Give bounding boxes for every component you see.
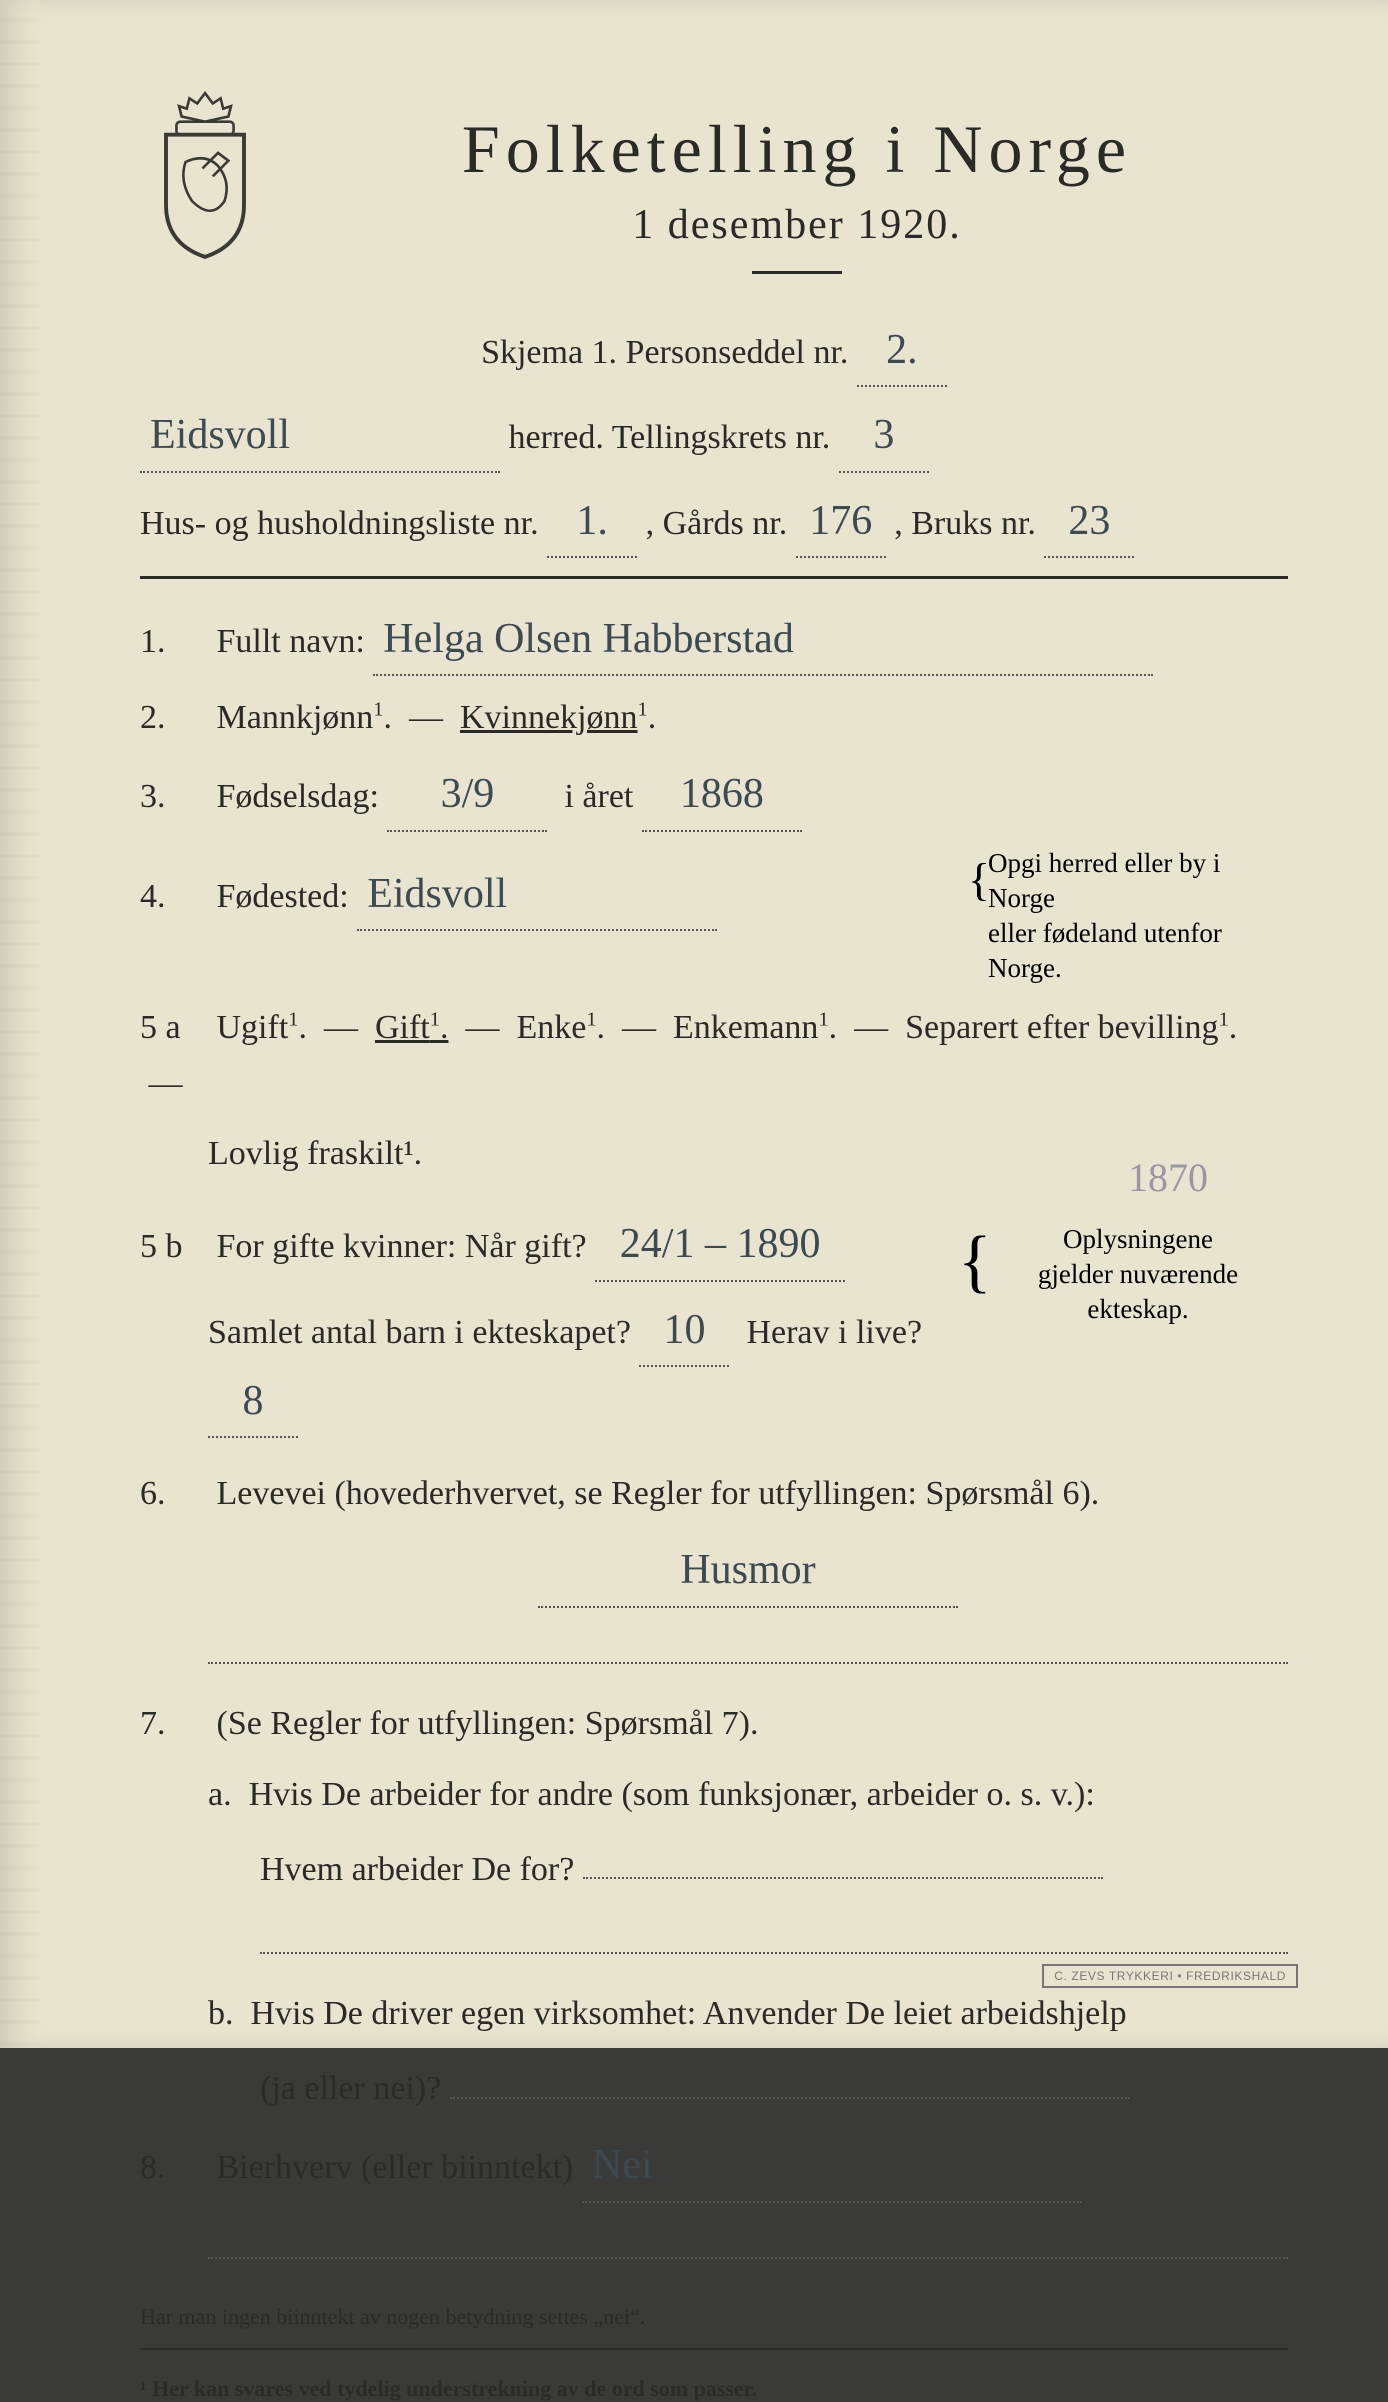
q1-label: Fullt navn: <box>217 623 365 660</box>
q6-value-line: Husmor <box>140 1536 1288 1607</box>
q7b-line: b. Hvis De driver egen virksomhet: Anven… <box>140 1986 1288 2042</box>
census-form-page: Folketelling i Norge 1 desember 1920. Sk… <box>0 0 1388 2048</box>
q5b-barn: 10 <box>639 1296 729 1367</box>
husliste-label: Hus- og husholdningsliste nr. <box>140 505 539 542</box>
q3-year-label: i året <box>564 778 633 815</box>
printer-stamp: C. ZEVS TRYKKERI • FREDRIKSHALD <box>1042 1964 1298 1988</box>
q5b-note1: Oplysningene <box>1063 1224 1213 1254</box>
q4-note1: Opgi herred eller by i Norge <box>988 848 1220 913</box>
section-divider <box>140 576 1288 579</box>
footnote-1: Har man ingen biinntekt av nogen betydni… <box>140 2304 1288 2330</box>
q5a-num: 5 a <box>140 1000 208 1056</box>
footer-divider <box>140 2348 1288 2350</box>
gards-nr: 176 <box>796 487 886 558</box>
title-block: Folketelling i Norge 1 desember 1920. <box>306 80 1288 302</box>
gards-label: , Gårds nr. <box>646 505 788 542</box>
q8-blank <box>140 2217 1288 2278</box>
footnote-2: ¹ Her kan svares ved tydelig understrekn… <box>140 2376 1288 2402</box>
q1-value: Helga Olsen Habberstad <box>373 605 1153 676</box>
q4-row: 4. Fødested: Eidsvoll { Opgi herred elle… <box>140 846 1288 986</box>
q7-label: (Se Regler for utfyllingen: Spørsmål 7). <box>217 1705 759 1742</box>
q3-num: 3. <box>140 769 208 825</box>
herred-label: herred. Tellingskrets nr. <box>509 419 831 456</box>
q5b-label2: Samlet antal barn i ekteskapet? <box>208 1314 631 1351</box>
q6-blank <box>140 1622 1288 1683</box>
q4-num: 4. <box>140 869 208 925</box>
bruks-label: , Bruks nr. <box>894 505 1036 542</box>
q7a-line: a. Hvis De arbeider for andre (som funks… <box>140 1767 1288 1823</box>
q2-kvinne: Kvinnekjønn <box>460 699 638 736</box>
q1-line: 1. Fullt navn: Helga Olsen Habberstad <box>140 605 1288 676</box>
q5b-note2: gjelder nuværende <box>1038 1259 1238 1289</box>
sub-title: 1 desember 1920. <box>306 201 1288 249</box>
tellingskrets-nr: 3 <box>839 401 929 472</box>
q6-num: 6. <box>140 1466 208 1522</box>
q5b-live: 8 <box>208 1367 298 1438</box>
husliste-line: Hus- og husholdningsliste nr. 1. , Gårds… <box>140 487 1288 558</box>
q7a-label: Hvis De arbeider for andre (som funksjon… <box>249 1776 1095 1813</box>
q2-mann: Mannkjønn <box>217 699 374 736</box>
herred-value: Eidsvoll <box>140 401 500 472</box>
q2-line: 2. Mannkjønn1. — Kvinnekjønn1. <box>140 690 1288 746</box>
q5a-line: 5 a Ugift1. — Gift1. — Enke1. — Enkemann… <box>140 1000 1288 1112</box>
q5b-row: 5 b For gifte kvinner: Når gift? 24/1 – … <box>140 1196 1288 1452</box>
coat-of-arms-icon <box>140 90 270 260</box>
q3-line: 3. Fødselsdag: 3/9 i året 1868 <box>140 760 1288 831</box>
q4-value: Eidsvoll <box>357 860 717 931</box>
q2-num: 2. <box>140 690 208 746</box>
q5a-line2: Lovlig fraskilt¹. <box>140 1126 1288 1182</box>
q8-num: 8. <box>140 2140 208 2196</box>
q5b-gift-date: 24/1 – 1890 <box>595 1210 845 1281</box>
perforated-edge <box>0 0 40 2048</box>
q4-label: Fødested: <box>217 878 349 915</box>
q7-num: 7. <box>140 1696 208 1752</box>
q1-num: 1. <box>140 614 208 670</box>
q7a-q: Hvem arbeider De for? <box>140 1837 1288 1898</box>
q5b-label3: Herav i live? <box>746 1314 922 1351</box>
q7b-q-label: (ja eller nei)? <box>260 2070 441 2107</box>
q7b-q: (ja eller nei)? <box>140 2056 1288 2117</box>
q7a-q-label: Hvem arbeider De for? <box>260 1850 574 1887</box>
skjema-label: Skjema 1. Personseddel nr. <box>481 334 848 371</box>
herred-line: Eidsvoll herred. Tellingskrets nr. 3 <box>140 401 1288 472</box>
q8-value: Nei <box>582 2131 1082 2202</box>
skjema-line: Skjema 1. Personseddel nr. 2. <box>140 316 1288 387</box>
q3-label: Fødselsdag: <box>217 778 379 815</box>
q4-note2: eller fødeland utenfor Norge. <box>988 918 1222 983</box>
q8-label: Bierhverv (eller biinntekt) <box>217 2149 574 2186</box>
q5b-num: 5 b <box>140 1219 208 1275</box>
bruks-nr: 23 <box>1044 487 1134 558</box>
husliste-nr: 1. <box>547 487 637 558</box>
q6-line: 6. Levevei (hovederhvervet, se Regler fo… <box>140 1466 1288 1522</box>
q6-label: Levevei (hovederhvervet, se Regler for u… <box>217 1475 1100 1512</box>
q7b-label: Hvis De driver egen virksomhet: Anvender… <box>251 1995 1127 2032</box>
brace-icon: { <box>968 850 990 910</box>
header-block: Folketelling i Norge 1 desember 1920. <box>140 80 1288 302</box>
q7-line: 7. (Se Regler for utfyllingen: Spørsmål … <box>140 1696 1288 1752</box>
q8-line: 8. Bierhverv (eller biinntekt) Nei <box>140 2131 1288 2202</box>
personseddel-nr: 2. <box>857 316 947 387</box>
q3-day: 3/9 <box>387 760 547 831</box>
q5b-label1: For gifte kvinner: Når gift? <box>217 1228 587 1265</box>
title-rule <box>752 271 842 274</box>
q5b-note3: ekteskap. <box>1087 1294 1188 1324</box>
q3-year: 1868 <box>642 760 802 831</box>
main-title: Folketelling i Norge <box>306 110 1288 189</box>
q6-value: Husmor <box>538 1536 958 1607</box>
brace-icon: { <box>958 1216 992 1307</box>
pencil-annotation: 1870 <box>1128 1154 1208 1201</box>
